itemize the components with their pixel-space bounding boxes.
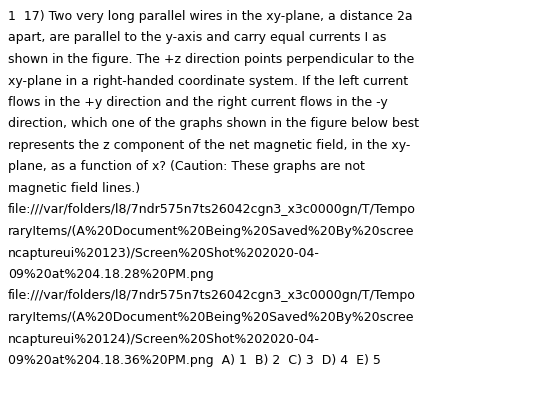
Text: magnetic field lines.): magnetic field lines.) (8, 182, 140, 195)
Text: ncaptureui%20124)/Screen%20Shot%202020-04-: ncaptureui%20124)/Screen%20Shot%202020-0… (8, 332, 320, 345)
Text: 1  17) Two very long parallel wires in the xy-plane, a distance 2a: 1 17) Two very long parallel wires in th… (8, 10, 412, 23)
Text: represents the z component of the net magnetic field, in the xy-: represents the z component of the net ma… (8, 139, 410, 152)
Text: shown in the figure. The +z direction points perpendicular to the: shown in the figure. The +z direction po… (8, 53, 414, 66)
Text: file:///var/folders/l8/7ndr575n7ts26042cgn3_x3c0000gn/T/Tempo: file:///var/folders/l8/7ndr575n7ts26042c… (8, 289, 416, 302)
Text: ncaptureui%20123)/Screen%20Shot%202020-04-: ncaptureui%20123)/Screen%20Shot%202020-0… (8, 246, 320, 259)
Text: raryItems/(A%20Document%20Being%20Saved%20By%20scree: raryItems/(A%20Document%20Being%20Saved%… (8, 225, 415, 238)
Text: file:///var/folders/l8/7ndr575n7ts26042cgn3_x3c0000gn/T/Tempo: file:///var/folders/l8/7ndr575n7ts26042c… (8, 203, 416, 217)
Text: flows in the +y direction and the right current flows in the -y: flows in the +y direction and the right … (8, 96, 388, 109)
Text: direction, which one of the graphs shown in the figure below best: direction, which one of the graphs shown… (8, 117, 419, 131)
Text: plane, as a function of x? (Caution: These graphs are not: plane, as a function of x? (Caution: The… (8, 160, 365, 174)
Text: xy-plane in a right-handed coordinate system. If the left current: xy-plane in a right-handed coordinate sy… (8, 74, 408, 88)
Text: apart, are parallel to the y-axis and carry equal currents I as: apart, are parallel to the y-axis and ca… (8, 31, 386, 45)
Text: 09%20at%204.18.28%20PM.png: 09%20at%204.18.28%20PM.png (8, 268, 214, 281)
Text: 09%20at%204.18.36%20PM.png  A) 1  B) 2  C) 3  D) 4  E) 5: 09%20at%204.18.36%20PM.png A) 1 B) 2 C) … (8, 354, 381, 367)
Text: raryItems/(A%20Document%20Being%20Saved%20By%20scree: raryItems/(A%20Document%20Being%20Saved%… (8, 311, 415, 324)
